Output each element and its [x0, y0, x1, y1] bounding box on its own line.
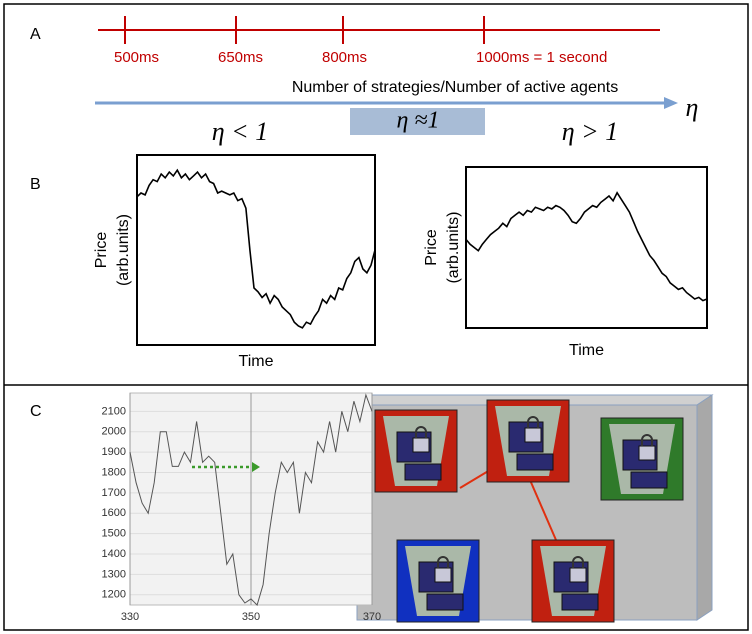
panel-label: A — [30, 26, 41, 43]
regime: η > 1 — [562, 117, 618, 146]
y-axis-label: (arb.units) — [445, 211, 462, 283]
icon-shackle — [415, 426, 427, 438]
time-label: 800ms — [322, 49, 367, 66]
y-tick-label: 1900 — [102, 446, 126, 458]
x-tick-label: 330 — [121, 611, 139, 623]
regime-box — [350, 108, 485, 135]
arrow-head — [664, 97, 678, 109]
icon-lock — [524, 427, 542, 443]
icon-lock — [638, 445, 656, 461]
icon-lock — [569, 567, 587, 583]
axis-symbol: η — [686, 93, 699, 122]
time-label: 500ms — [114, 49, 159, 66]
axis-label: Number of strategies/Number of active ag… — [292, 79, 618, 96]
regime: η ≈1 — [396, 108, 439, 134]
plot-area — [465, 166, 708, 329]
y-tick-label: 1800 — [102, 466, 126, 478]
y-tick-label: 1500 — [102, 528, 126, 540]
x-axis-label: Time — [569, 342, 604, 359]
x-axis-label: Time — [239, 353, 274, 370]
y-tick-label: 1400 — [102, 548, 126, 560]
icon-lock — [412, 437, 430, 453]
time-label: 650ms — [218, 49, 263, 66]
icon-shackle — [527, 416, 539, 428]
icon-shackle — [572, 556, 584, 568]
plot-area — [136, 154, 376, 346]
y-tick-label: 2000 — [102, 426, 126, 438]
timeline-ticks — [124, 16, 485, 44]
y-tick-label: 1200 — [102, 589, 126, 601]
time-label: 1000ms = 1 second — [476, 49, 607, 66]
frame — [3, 3, 749, 631]
y-tick-label: 2100 — [102, 405, 126, 417]
icon-shackle — [641, 434, 653, 446]
price-line — [129, 393, 373, 606]
icon-keyboard — [630, 471, 668, 489]
icon-keyboard — [516, 453, 554, 471]
y-tick-label: 1700 — [102, 487, 126, 499]
x-tick-label: 350 — [242, 611, 260, 623]
y-tick-label: 1600 — [102, 507, 126, 519]
x-tick-label: 370 — [363, 611, 381, 623]
y-axis-label: Price — [93, 232, 110, 269]
y-axis-label: Price — [423, 229, 440, 266]
regime: η < 1 — [212, 117, 268, 146]
icon-keyboard — [426, 593, 464, 611]
price-line — [465, 191, 708, 302]
panel-label: B — [30, 176, 41, 193]
panel-label: C — [30, 403, 42, 420]
icon-lock — [434, 567, 452, 583]
price-line — [136, 168, 376, 329]
icon-shackle — [437, 556, 449, 568]
icon-keyboard — [404, 463, 442, 481]
icon-keyboard — [561, 593, 599, 611]
trend-arrow-head — [252, 462, 260, 472]
y-axis-label: (arb.units) — [115, 214, 132, 286]
y-tick-label: 1300 — [102, 568, 126, 580]
agent-icons — [374, 399, 684, 623]
